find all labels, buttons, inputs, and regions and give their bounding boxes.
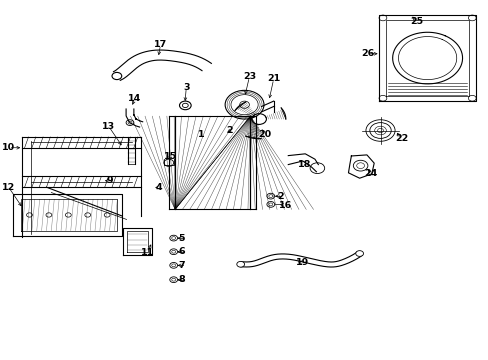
Text: 17: 17 (154, 40, 167, 49)
Text: 25: 25 (409, 17, 422, 26)
Text: 18: 18 (298, 161, 311, 170)
Text: 21: 21 (266, 75, 280, 84)
Text: 22: 22 (394, 134, 407, 143)
Text: 26: 26 (361, 49, 374, 58)
Text: 11: 11 (141, 248, 154, 257)
Bar (175, 116, 250, 210)
Circle shape (355, 251, 363, 256)
Text: 10: 10 (2, 143, 15, 152)
Text: 7: 7 (178, 261, 184, 270)
Text: 2: 2 (226, 126, 233, 135)
Text: 6: 6 (178, 247, 184, 256)
Text: 16: 16 (278, 201, 291, 210)
Text: 5: 5 (178, 234, 184, 243)
Circle shape (112, 72, 122, 80)
Circle shape (236, 261, 244, 267)
Text: 1: 1 (197, 130, 204, 139)
Text: 14: 14 (128, 94, 141, 103)
Text: 2: 2 (277, 192, 283, 201)
Text: 19: 19 (296, 258, 309, 267)
Text: 13: 13 (102, 122, 115, 131)
Text: 4: 4 (156, 183, 162, 192)
Text: 24: 24 (364, 169, 377, 178)
Text: 20: 20 (258, 130, 271, 139)
Text: 8: 8 (178, 275, 184, 284)
Text: 9: 9 (106, 176, 113, 185)
Text: 12: 12 (2, 183, 15, 192)
Text: 15: 15 (163, 152, 177, 161)
Text: 23: 23 (243, 72, 255, 81)
Text: 3: 3 (183, 83, 189, 92)
